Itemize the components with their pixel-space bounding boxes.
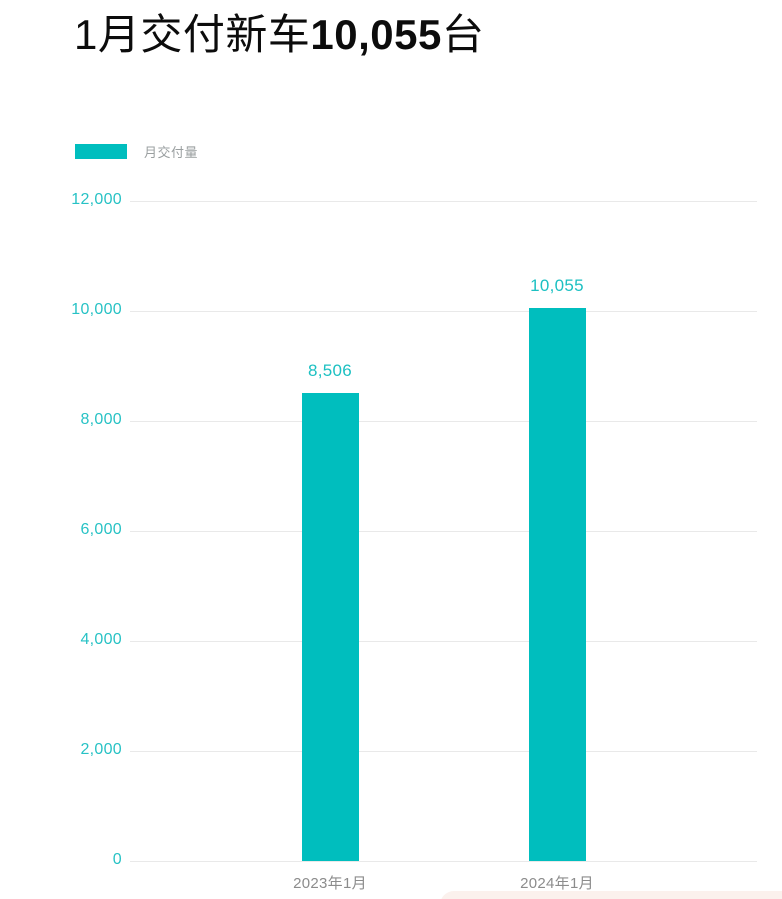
- gridline-2000: [130, 751, 757, 752]
- gridline-10000: [130, 311, 757, 312]
- ytick-label-10000: 10,000: [71, 301, 122, 319]
- page-title: 1月交付新车10,055台: [74, 10, 484, 60]
- bar-value-label-2023年1月: 8,506: [307, 361, 353, 381]
- gridline-4000: [130, 641, 757, 642]
- ytick-label-8000: 8,000: [80, 411, 122, 429]
- gridline-12000: [130, 201, 757, 202]
- ytick-label-0: 0: [112, 851, 122, 869]
- ytick-label-2000: 2,000: [80, 741, 122, 759]
- legend-label: 月交付量: [144, 145, 199, 160]
- gridline-8000: [130, 421, 757, 422]
- bar-2024年1月: [528, 307, 586, 861]
- xtick-label-2024年1月: 2024年1月: [520, 875, 594, 892]
- title-value: 10,055: [310, 11, 442, 58]
- gridline-6000: [130, 531, 757, 532]
- ytick-label-12000: 12,000: [71, 191, 122, 209]
- title-suffix: 台: [441, 11, 485, 58]
- ytick-label-4000: 4,000: [80, 631, 122, 649]
- legend-swatch: [75, 144, 127, 159]
- title-prefix: 1月交付新车: [74, 11, 311, 58]
- xtick-label-2023年1月: 2023年1月: [293, 875, 367, 892]
- bar-2023年1月: [301, 393, 359, 861]
- gridline-0: [130, 861, 757, 862]
- bottom-card-edge: [440, 891, 782, 899]
- bar-value-label-2024年1月: 10,055: [530, 275, 584, 295]
- ytick-label-6000: 6,000: [80, 521, 122, 539]
- chart-legend: 月交付量: [75, 143, 198, 160]
